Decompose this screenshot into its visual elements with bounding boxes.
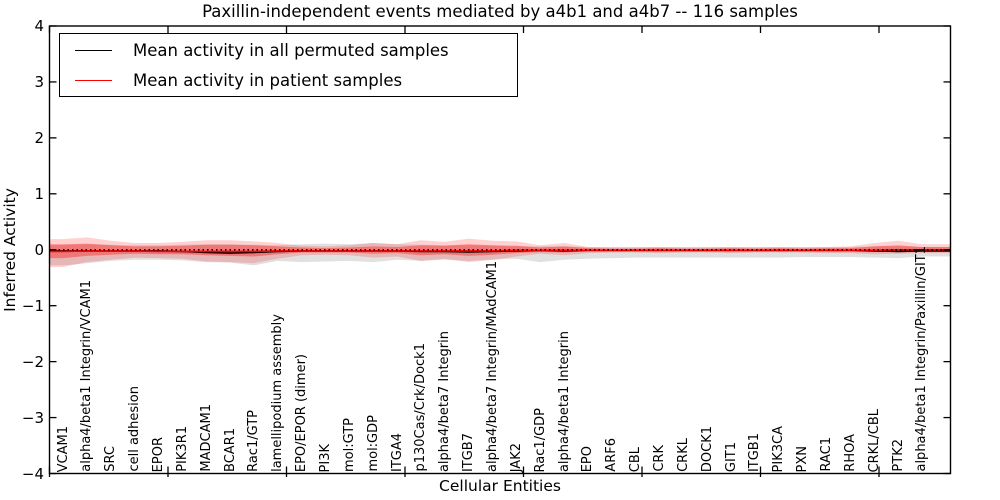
- x-category-label: VCAM1: [55, 425, 71, 472]
- x-category-label: DOCK1: [699, 425, 715, 472]
- chart-title: Paxillin-independent events mediated by …: [202, 2, 798, 21]
- x-category-label: lamellipodium assembly: [270, 314, 286, 472]
- x-category-label: Rac1/GDP: [532, 407, 548, 472]
- y-tick-label: −3: [21, 408, 44, 427]
- x-category-label: Rac1/GTP: [246, 410, 262, 472]
- x-category-label: CBL: [628, 446, 644, 472]
- x-category-label: CRKL/CBL: [866, 408, 882, 473]
- x-category-label: PXN: [795, 445, 811, 472]
- x-category-label: MADCAM1: [198, 404, 214, 472]
- x-category-label: PIK3CA: [771, 425, 787, 472]
- y-tick-label: 4: [34, 16, 44, 35]
- x-category-label: alpha4/beta1 Integrin/Paxillin/GIT1: [914, 246, 930, 472]
- y-tick-label: 3: [34, 72, 44, 91]
- legend-label-permuted: Mean activity in all permuted samples: [133, 40, 449, 60]
- x-category-label: CRKL: [675, 438, 691, 472]
- x-category-label: ITGB7: [461, 432, 477, 472]
- x-axis-title: Cellular Entities: [439, 477, 561, 495]
- x-category-label: alpha4/beta1 Integrin/VCAM1: [79, 280, 95, 472]
- y-tick-label: −2: [21, 352, 44, 371]
- x-category-label: GIT1: [723, 441, 739, 472]
- legend-row-permuted: Mean activity in all permuted samples: [60, 36, 517, 64]
- permuted-samples-range-band: [49, 243, 951, 266]
- legend-row-patient: Mean activity in patient samples: [60, 66, 517, 94]
- x-category-label: SRC: [103, 446, 119, 472]
- y-tick-label: 2: [34, 128, 44, 147]
- y-tick-label: 1: [34, 184, 44, 203]
- x-category-label: ITGB1: [747, 432, 763, 472]
- x-category-label: alpha4/beta7 Integrin: [437, 330, 453, 472]
- x-category-label: PI3K: [317, 443, 333, 472]
- x-category-label: EPOR: [150, 436, 166, 472]
- x-category-label: RAC1: [819, 437, 835, 472]
- x-category-label: mol:GTP: [341, 418, 357, 472]
- x-category-label: PIK3R1: [174, 426, 190, 472]
- y-tick-label: −4: [21, 464, 44, 483]
- legend: Mean activity in all permuted samples Me…: [59, 33, 518, 97]
- x-category-label: alpha4/beta7 Integrin/MAdCAM1: [484, 261, 500, 472]
- x-category-label: EPO/EPOR (dimer): [294, 353, 310, 472]
- y-tick-label: −1: [21, 296, 44, 315]
- x-category-label: JAK2: [508, 442, 524, 472]
- black-line-swatch-icon: [75, 49, 112, 51]
- red-line-swatch-icon: [75, 79, 112, 81]
- x-category-label: EPO: [580, 445, 596, 472]
- x-category-label: mol:GDP: [365, 415, 381, 472]
- legend-label-patient: Mean activity in patient samples: [133, 70, 403, 90]
- x-category-label: BCAR1: [222, 428, 238, 472]
- x-category-label: CRK: [652, 445, 668, 472]
- x-category-label: RHOA: [842, 434, 858, 472]
- patient-mean-line: [49, 249, 951, 253]
- x-category-label: p130Cas/Crk/Dock1: [413, 343, 429, 472]
- x-category-label: cell adhesion: [127, 386, 143, 472]
- x-category-label: alpha4/beta1 Integrin: [556, 330, 572, 472]
- patient-samples-outer-band: [49, 237, 951, 268]
- x-category-label: PTK2: [890, 439, 906, 472]
- x-category-label: ARF6: [604, 438, 620, 472]
- x-category-label: ITGA4: [389, 432, 405, 472]
- y-tick-label: 0: [34, 240, 44, 259]
